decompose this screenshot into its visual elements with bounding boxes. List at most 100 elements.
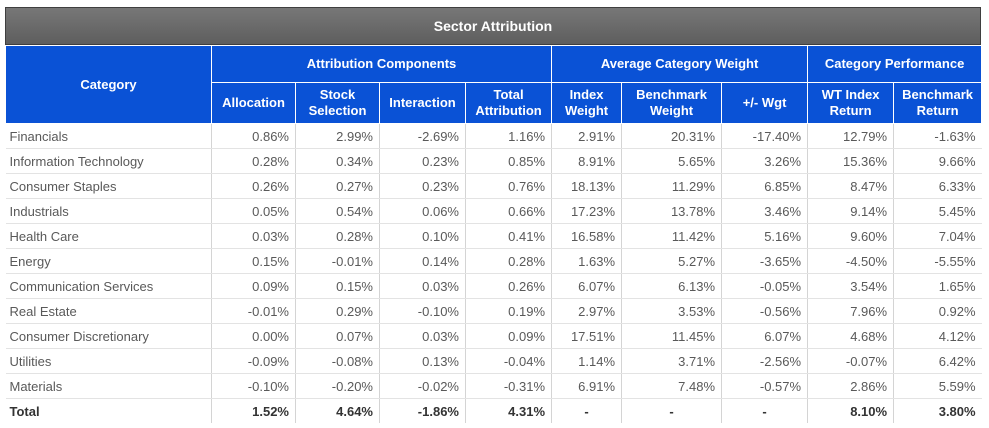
- value-cell: 9.60%: [807, 223, 895, 249]
- value-cell: -0.09%: [211, 348, 296, 374]
- value-cell: -0.20%: [295, 373, 380, 399]
- column-header-line: WT Index: [821, 87, 880, 102]
- value-cell: 13.78%: [621, 198, 723, 224]
- value-cell: -0.10%: [379, 298, 466, 324]
- value-cell: -0.07%: [807, 348, 895, 374]
- value-cell: 5.59%: [893, 373, 982, 399]
- value-cell: 5.16%: [721, 223, 809, 249]
- value-cell: 3.54%: [807, 273, 895, 299]
- table-title: Sector Attribution: [5, 7, 981, 45]
- value-cell: 6.91%: [551, 373, 623, 399]
- value-cell: 6.13%: [621, 273, 723, 299]
- value-cell: 5.45%: [893, 198, 982, 224]
- table-row: Industrials 0.05% 0.54% 0.06% 0.66% 17.23% 13.…: [5, 198, 982, 224]
- value-cell: 7.96%: [807, 298, 895, 324]
- value-cell: -1.63%: [893, 123, 982, 149]
- value-cell: 0.03%: [379, 273, 466, 299]
- value-cell: 17.23%: [551, 198, 623, 224]
- value-cell: -0.56%: [721, 298, 809, 324]
- total-value-cell: -: [621, 398, 723, 423]
- value-cell: 12.79%: [807, 123, 895, 149]
- value-cell: -5.55%: [893, 248, 982, 274]
- value-cell: 9.14%: [807, 198, 895, 224]
- category-cell: Energy: [5, 248, 212, 274]
- value-cell: -17.40%: [721, 123, 809, 149]
- value-cell: 6.85%: [721, 173, 809, 199]
- value-cell: 0.15%: [211, 248, 296, 274]
- value-cell: 8.47%: [807, 173, 895, 199]
- value-cell: 1.65%: [893, 273, 982, 299]
- value-cell: 16.58%: [551, 223, 623, 249]
- value-cell: -0.05%: [721, 273, 809, 299]
- value-cell: 0.28%: [295, 223, 380, 249]
- total-value-cell: 8.10%: [807, 398, 895, 423]
- value-cell: 0.92%: [893, 298, 982, 324]
- value-cell: 6.42%: [893, 348, 982, 374]
- value-cell: 1.16%: [465, 123, 553, 149]
- total-value-cell: -1.86%: [379, 398, 466, 423]
- column-header-line: Total: [493, 87, 524, 102]
- value-cell: 0.26%: [211, 173, 296, 199]
- column-header-line: Weight: [565, 103, 609, 118]
- table-row: Materials -0.10% -0.20% -0.02% -0.31% 6.91% 7.…: [5, 373, 982, 399]
- value-cell: 0.28%: [211, 148, 296, 174]
- value-cell: 4.12%: [893, 323, 982, 349]
- category-cell: Information Technology: [5, 148, 212, 174]
- value-cell: 0.23%: [379, 148, 466, 174]
- value-cell: -0.01%: [211, 298, 296, 324]
- header-group-weight: Average Category Weight: [551, 45, 809, 83]
- value-cell: -3.65%: [721, 248, 809, 274]
- column-header-line: Benchmark: [636, 87, 707, 102]
- table-row: Real Estate -0.01% 0.29% -0.10% 0.19% 2.97% 3.…: [5, 298, 982, 324]
- category-cell: Financials: [5, 123, 212, 149]
- value-cell: 2.91%: [551, 123, 623, 149]
- value-cell: 17.51%: [551, 323, 623, 349]
- value-cell: 5.27%: [621, 248, 723, 274]
- column-header-line: Interaction: [389, 95, 456, 110]
- value-cell: 18.13%: [551, 173, 623, 199]
- value-cell: 0.14%: [379, 248, 466, 274]
- total-value-cell: 3.80%: [938, 403, 976, 419]
- table-row: Health Care 0.03% 0.28% 0.10% 0.41% 16.58% 11.…: [5, 223, 982, 249]
- total-value-cell: 4.64%: [295, 398, 380, 423]
- value-cell: 0.15%: [295, 273, 380, 299]
- column-header: Stock Selection: [295, 82, 380, 124]
- value-cell: 0.09%: [211, 273, 296, 299]
- value-cell: 4.68%: [807, 323, 895, 349]
- category-cell: Consumer Staples: [5, 173, 212, 199]
- value-cell: 0.26%: [465, 273, 553, 299]
- value-cell: 2.86%: [807, 373, 895, 399]
- category-cell: Consumer Discretionary: [5, 323, 212, 349]
- value-cell: 11.42%: [621, 223, 723, 249]
- value-cell: 7.48%: [621, 373, 723, 399]
- value-cell: 3.46%: [721, 198, 809, 224]
- value-cell: 0.06%: [379, 198, 466, 224]
- value-cell: 0.29%: [295, 298, 380, 324]
- value-cell: 0.00%: [211, 323, 296, 349]
- value-cell: 0.85%: [465, 148, 553, 174]
- value-cell: -0.57%: [721, 373, 809, 399]
- value-cell: 11.29%: [621, 173, 723, 199]
- category-cell: Materials: [5, 373, 212, 399]
- value-cell: 2.99%: [295, 123, 380, 149]
- value-cell: 8.91%: [551, 148, 623, 174]
- total-row: Total 1.52% 4.64% -1.86% 4.31% - - -8.10% 3.80%: [5, 398, 982, 423]
- value-cell: -2.69%: [379, 123, 466, 149]
- column-header: Allocation: [211, 82, 296, 124]
- column-header-line: Allocation: [222, 95, 285, 110]
- value-cell: 0.86%: [211, 123, 296, 149]
- value-cell: 0.10%: [379, 223, 466, 249]
- column-header: Index Weight: [551, 82, 623, 124]
- value-cell: 15.36%: [807, 148, 895, 174]
- value-cell: 2.97%: [551, 298, 623, 324]
- value-cell: -0.01%: [295, 248, 380, 274]
- header-group-performance: Category Performance: [807, 45, 983, 83]
- value-cell: 3.71%: [621, 348, 723, 374]
- total-value-cell: -: [721, 398, 809, 423]
- category-cell: Industrials: [5, 198, 212, 224]
- column-header-line: Selection: [308, 103, 367, 118]
- table-row: Energy 0.15% -0.01% 0.14% 0.28% 1.63% 5.27% -3.…: [5, 248, 982, 274]
- table-row: Consumer Staples 0.26% 0.27% 0.23% 0.76% 18.1…: [5, 173, 982, 199]
- category-cell: Communication Services: [5, 273, 212, 299]
- table-row: Consumer Discretionary 0.00% 0.07% 0.03% 0.0…: [5, 323, 982, 349]
